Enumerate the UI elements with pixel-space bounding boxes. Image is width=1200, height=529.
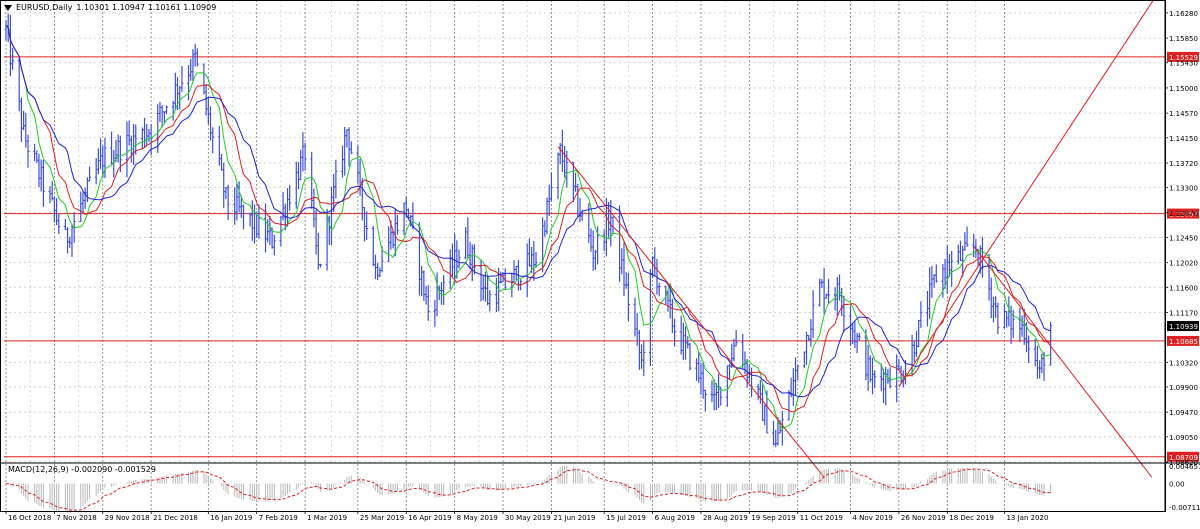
level-price-tag	[1167, 51, 1199, 62]
macd-axis-label: 0.004657	[1169, 463, 1200, 471]
time-tick-label: 16 Oct 2018	[8, 514, 51, 522]
time-tick-label: 21 Jun 2019	[553, 514, 595, 522]
level-price-tag	[1167, 335, 1199, 346]
chart-menu-triangle-icon[interactable]	[4, 4, 12, 11]
time-tick-label: 28 Aug 2019	[703, 514, 748, 522]
price-tick-label: 1.09900	[1169, 384, 1198, 392]
trendline	[557, 146, 825, 478]
macd-axis-label: -0.007119	[1169, 504, 1200, 512]
time-tick-label: 16 Jan 2019	[210, 514, 252, 522]
ma-slow-line	[5, 25, 1051, 398]
time-tick-label: 16 Apr 2019	[408, 514, 451, 522]
axes: 1.16280 1.15850 1.15430 1.15000 1.14570 1.141…	[5, 10, 1200, 522]
time-tick-label: 29 Nov 2018	[105, 514, 150, 522]
grid	[4, 0, 1165, 511]
time-tick-label: 1 Mar 2019	[307, 514, 347, 522]
macd-panel	[0, 462, 1200, 513]
time-tick-label: 15 Jul 2019	[606, 514, 646, 522]
trendline	[973, 245, 1153, 478]
trendline	[898, 0, 1155, 388]
level-price-tag-label: 1.08709	[1169, 454, 1198, 462]
time-tick-label: 19 Sep 2019	[751, 514, 795, 522]
price-tick-label: 1.08620	[1169, 459, 1198, 467]
price-tick-label: 1.14150	[1169, 135, 1198, 143]
time-tick-label: 25 Mar 2019	[360, 514, 404, 522]
price-tick-label: 1.15430	[1169, 60, 1198, 68]
level-price-tag-label: 1.12857	[1169, 211, 1198, 219]
level-price-tag-label: 1.10685	[1169, 338, 1198, 346]
macd-axis-label: 0.00	[1169, 481, 1185, 489]
symbol-label: EURUSD,Daily	[16, 3, 73, 12]
time-tick-label: 7 Feb 2019	[259, 514, 298, 522]
time-tick-label: 30 May 2019	[505, 514, 551, 522]
price-bars	[4, 13, 1053, 448]
level-price-tag-label: 1.15529	[1169, 54, 1198, 62]
chart-title: EURUSD,Daily 1.10301 1.10947 1.10161 1.1…	[4, 3, 216, 12]
price-tick-label: 1.12020	[1169, 260, 1198, 268]
price-tick-label: 1.09050	[1169, 434, 1198, 442]
price-tick-label: 1.11170	[1169, 309, 1198, 317]
level-price-tag	[1167, 451, 1199, 462]
time-tick-label: 11 Oct 2019	[800, 514, 843, 522]
price-tick-label: 1.15000	[1169, 85, 1198, 93]
time-tick-label: 7 Nov 2018	[56, 514, 96, 522]
price-tick-label: 1.10320	[1169, 359, 1198, 367]
trendlines[interactable]	[557, 0, 1165, 478]
current-price-tag	[1167, 321, 1199, 332]
time-tick-label: 6 Aug 2019	[655, 514, 695, 522]
price-tick-label: 1.15850	[1169, 35, 1198, 43]
time-tick-label: 18 Dec 2019	[949, 514, 994, 522]
moving-averages	[5, 25, 1051, 430]
macd-signal-line	[5, 468, 1051, 511]
price-tick-label: 1.14570	[1169, 110, 1198, 118]
price-tick-label: 1.16280	[1169, 10, 1198, 18]
ma-fast-line	[5, 25, 1051, 430]
time-tick-label: 4 Nov 2019	[853, 514, 893, 522]
time-tick-label: 21 Dec 2018	[153, 514, 198, 522]
macd-indicator-label: MACD(12,26,9) -0.002090 -0.001529	[8, 465, 156, 474]
price-tick-label: 1.12450	[1169, 234, 1198, 242]
ohlc-readout: 1.10301 1.10947 1.10161 1.10909	[76, 3, 217, 12]
price-tick-label: 1.12870	[1169, 210, 1198, 218]
current-price-tag-label: 1.10939	[1169, 323, 1198, 331]
time-tick-label: 13 Jan 2020	[1006, 514, 1048, 522]
price-tick-label: 1.09470	[1169, 409, 1198, 417]
time-tick-label: 26 Nov 2019	[901, 514, 946, 522]
price-tick-label: 1.13300	[1169, 185, 1198, 193]
price-tick-label: 1.11600	[1169, 284, 1198, 292]
frame	[0, 0, 1166, 512]
level-price-tag	[1167, 208, 1199, 219]
ma-mid-line	[5, 25, 1051, 413]
time-tick-label: 8 May 2019	[457, 514, 498, 522]
price-tick-label: 1.13720	[1169, 160, 1198, 168]
